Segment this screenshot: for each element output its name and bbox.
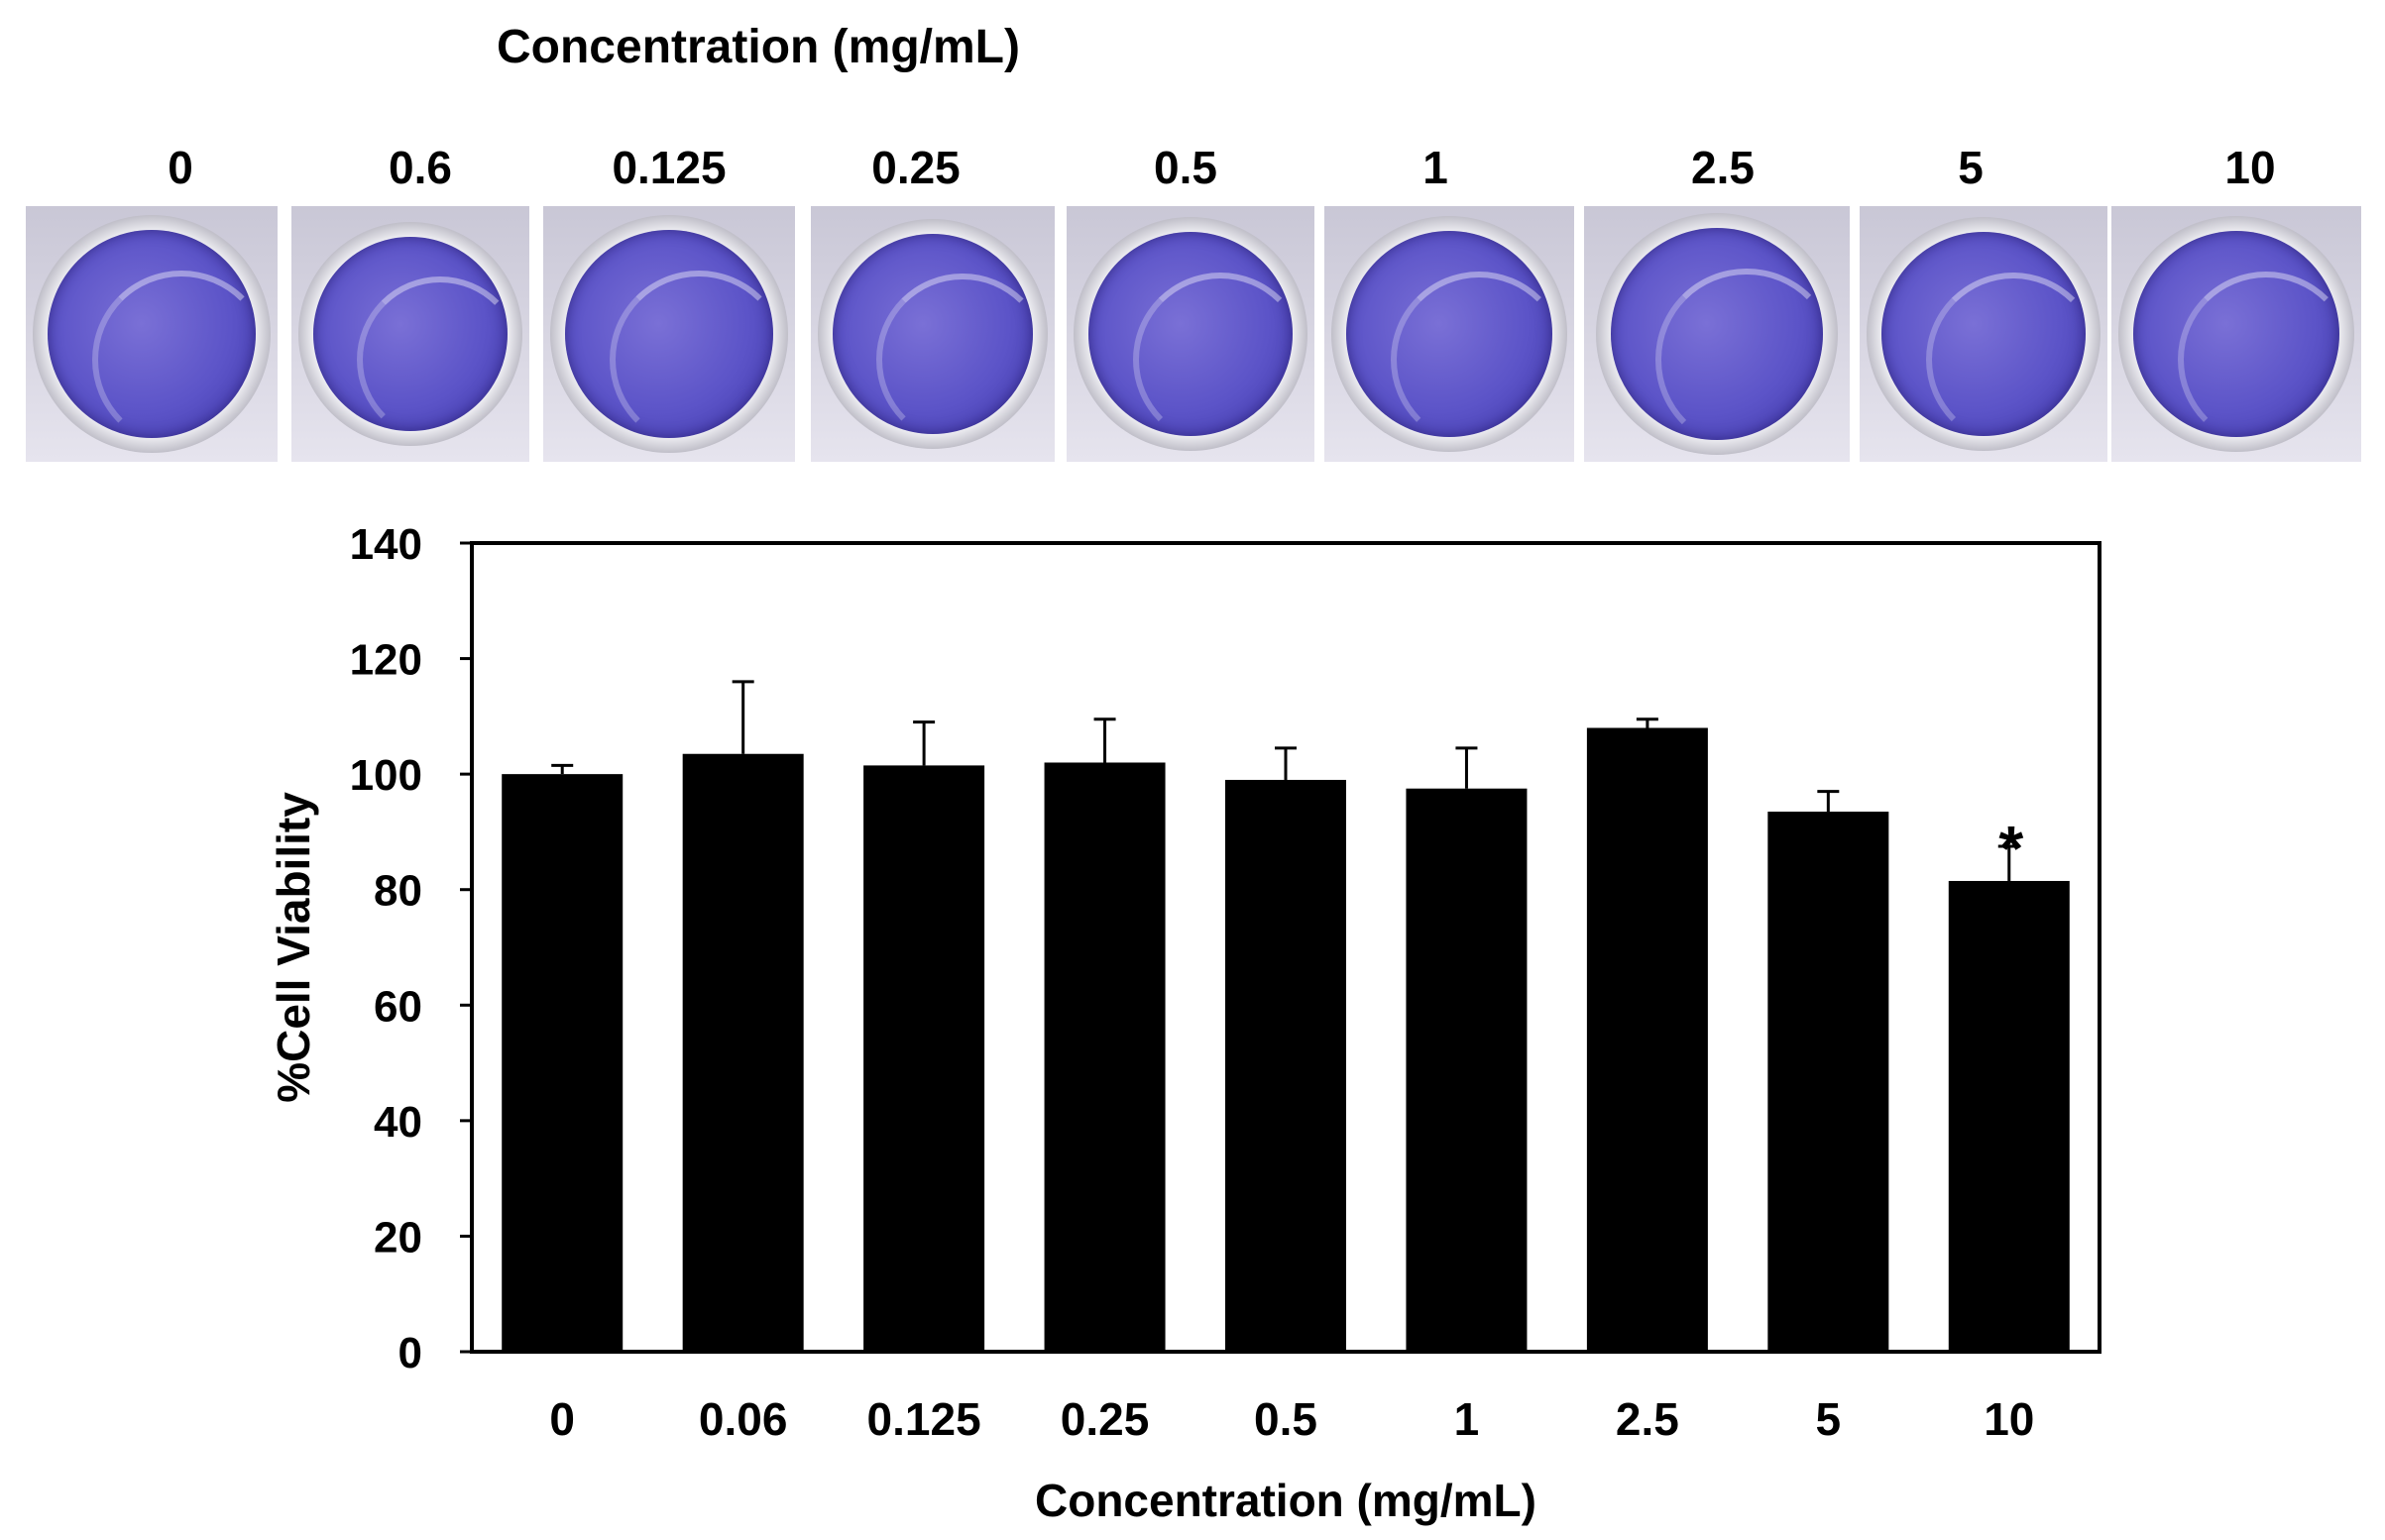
x-tick-label: 0.25 [1061,1393,1150,1445]
well-photo [291,206,529,462]
well-label: 0.5 [1154,142,1217,193]
x-tick-label: 5 [1816,1393,1842,1445]
significance-marker: * [1998,813,2023,884]
bar [1044,762,1166,1352]
y-tick-label: 40 [374,1098,422,1147]
well-photo [1324,206,1574,462]
bar [1586,727,1708,1352]
bar [502,774,624,1352]
bar [1948,880,2070,1352]
well-label: 0 [168,142,193,193]
well-label: 0.25 [871,142,961,193]
well-photo [1584,206,1850,462]
x-tick-label: 0 [549,1393,575,1445]
y-tick-label: 100 [350,751,422,800]
y-axis-label: %Cell Viability [268,792,319,1103]
well-label: 0.125 [612,142,727,193]
y-tick-label: 20 [374,1213,422,1262]
well-label: 2.5 [1691,142,1755,193]
x-tick-label: 0.5 [1254,1393,1317,1445]
x-axis-label: Concentration (mg/mL) [1035,1475,1536,1526]
bar [863,765,985,1352]
x-tick-label: 10 [1984,1393,2034,1445]
well-label: 1 [1422,142,1448,193]
well-photo [26,206,278,462]
well-photo [543,206,795,462]
well-label: 0.6 [389,142,452,193]
x-tick-label: 0.06 [699,1393,788,1445]
plot-frame [470,541,2101,1354]
x-tick-label: 0.125 [867,1393,981,1445]
y-tick-label: 60 [374,982,422,1031]
bar [1225,779,1346,1352]
well-photo [811,206,1055,462]
y-tick-label: 80 [374,867,422,916]
y-tick-label: 140 [350,520,422,569]
bar [682,753,804,1352]
x-tick-label: 1 [1454,1393,1480,1445]
y-tick-label: 0 [398,1329,422,1377]
well-label: 5 [1958,142,1984,193]
well-photo [1067,206,1314,462]
bar [1767,812,1889,1352]
well-label: 10 [2224,142,2276,193]
y-tick-label: 120 [350,636,422,685]
top-title: Concentration (mg/mL) [497,21,1020,73]
well-photo [1860,206,2107,462]
bar [1406,788,1528,1352]
well-photo [2111,206,2361,462]
x-tick-label: 2.5 [1616,1393,1679,1445]
